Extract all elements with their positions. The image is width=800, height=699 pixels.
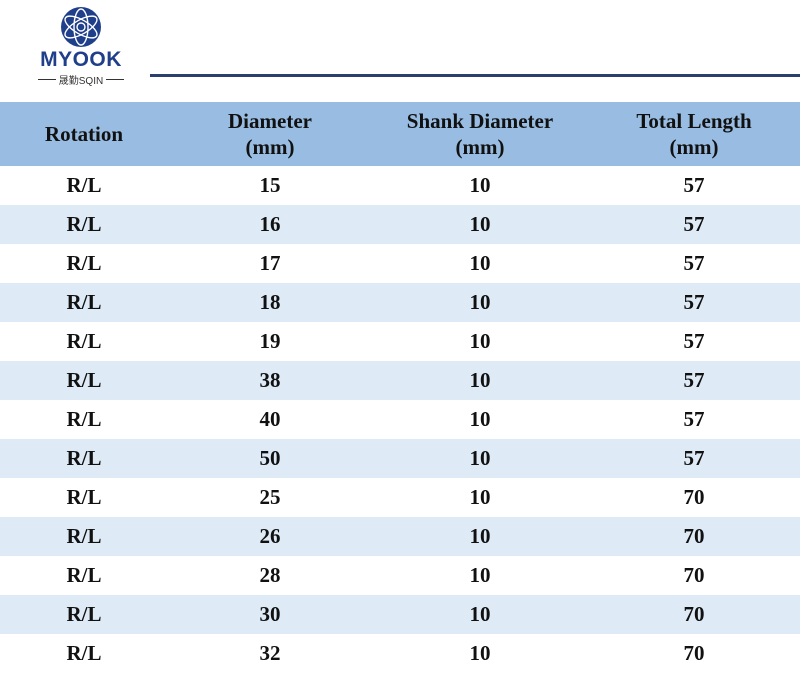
- table-row: R/L 18 10 57: [0, 283, 800, 322]
- header-divider: [150, 74, 800, 77]
- cell-shank-diameter: 10: [372, 478, 588, 517]
- cell-diameter: 32: [168, 634, 372, 673]
- table-row: R/L 50 10 57: [0, 439, 800, 478]
- cell-total-length: 57: [588, 244, 800, 283]
- cell-total-length: 70: [588, 595, 800, 634]
- brand-name: MYOOK: [40, 48, 122, 71]
- cell-diameter: 19: [168, 322, 372, 361]
- cell-rotation: R/L: [0, 166, 168, 205]
- cell-shank-diameter: 10: [372, 517, 588, 556]
- table-row: R/L 15 10 57: [0, 166, 800, 205]
- table-row: R/L 40 10 57: [0, 400, 800, 439]
- cell-shank-diameter: 10: [372, 244, 588, 283]
- cell-shank-diameter: 10: [372, 556, 588, 595]
- table-row: R/L 26 10 70: [0, 517, 800, 556]
- table-body: R/L 15 10 57 R/L 16 10 57 R/L 17 10 57 R/L 18 10 57 R/L 1…: [0, 166, 800, 673]
- brand-subtitle-row: 晟勤SQIN: [28, 72, 134, 87]
- cell-rotation: R/L: [0, 556, 168, 595]
- cell-shank-diameter: 10: [372, 283, 588, 322]
- table-header-row: Rotation Diameter (mm) Shank Diameter (mm) To…: [0, 102, 800, 166]
- subtitle-rule-right: [106, 79, 125, 80]
- cell-total-length: 57: [588, 322, 800, 361]
- table-row: R/L 17 10 57: [0, 244, 800, 283]
- cell-diameter: 30: [168, 595, 372, 634]
- cell-total-length: 57: [588, 166, 800, 205]
- cell-rotation: R/L: [0, 283, 168, 322]
- cell-total-length: 57: [588, 439, 800, 478]
- cell-rotation: R/L: [0, 595, 168, 634]
- header-line-text: (mm): [245, 135, 295, 159]
- spec-table: Rotation Diameter (mm) Shank Diameter (mm) To…: [0, 102, 800, 673]
- brand-logo: MYOOK 晟勤SQIN: [28, 6, 134, 87]
- table-row: R/L 16 10 57: [0, 205, 800, 244]
- header-diameter: Diameter (mm): [168, 102, 372, 166]
- cell-rotation: R/L: [0, 244, 168, 283]
- cell-diameter: 25: [168, 478, 372, 517]
- header-line-text: Shank Diameter: [406, 109, 554, 133]
- cell-rotation: R/L: [0, 634, 168, 673]
- cell-diameter: 40: [168, 400, 372, 439]
- cell-rotation: R/L: [0, 478, 168, 517]
- cell-diameter: 18: [168, 283, 372, 322]
- cell-total-length: 57: [588, 205, 800, 244]
- cell-shank-diameter: 10: [372, 439, 588, 478]
- cell-shank-diameter: 10: [372, 400, 588, 439]
- cell-shank-diameter: 10: [372, 361, 588, 400]
- cell-rotation: R/L: [0, 205, 168, 244]
- table-row: R/L 25 10 70: [0, 478, 800, 517]
- header-line-text: Rotation: [44, 122, 124, 146]
- cell-rotation: R/L: [0, 439, 168, 478]
- globe-logo-icon: [61, 7, 101, 47]
- cell-rotation: R/L: [0, 361, 168, 400]
- cell-total-length: 57: [588, 400, 800, 439]
- cell-diameter: 17: [168, 244, 372, 283]
- table-row: R/L 30 10 70: [0, 595, 800, 634]
- header-line-text: Total Length: [636, 109, 752, 133]
- subtitle-rule-left: [37, 79, 56, 80]
- cell-rotation: R/L: [0, 517, 168, 556]
- table-row: R/L 28 10 70: [0, 556, 800, 595]
- cell-shank-diameter: 10: [372, 595, 588, 634]
- table-row: R/L 19 10 57: [0, 322, 800, 361]
- header-shank-diameter: Shank Diameter (mm): [372, 102, 588, 166]
- header-line-text: (mm): [455, 135, 505, 159]
- cell-diameter: 15: [168, 166, 372, 205]
- cell-diameter: 50: [168, 439, 372, 478]
- brand-subtitle: 晟勤SQIN: [58, 76, 104, 87]
- header-line-text: Diameter: [228, 109, 312, 133]
- cell-diameter: 26: [168, 517, 372, 556]
- cell-total-length: 70: [588, 517, 800, 556]
- header-total-length: Total Length (mm): [588, 102, 800, 166]
- cell-total-length: 70: [588, 634, 800, 673]
- cell-total-length: 70: [588, 556, 800, 595]
- cell-diameter: 28: [168, 556, 372, 595]
- cell-total-length: 57: [588, 361, 800, 400]
- cell-rotation: R/L: [0, 400, 168, 439]
- header-line-text: (mm): [669, 135, 719, 159]
- cell-shank-diameter: 10: [372, 205, 588, 244]
- page-header: MYOOK 晟勤SQIN: [0, 0, 800, 102]
- cell-total-length: 70: [588, 478, 800, 517]
- cell-rotation: R/L: [0, 322, 168, 361]
- cell-total-length: 57: [588, 283, 800, 322]
- cell-diameter: 38: [168, 361, 372, 400]
- table-row: R/L 32 10 70: [0, 634, 800, 673]
- cell-shank-diameter: 10: [372, 322, 588, 361]
- header-rotation: Rotation: [0, 102, 168, 166]
- cell-diameter: 16: [168, 205, 372, 244]
- cell-shank-diameter: 10: [372, 166, 588, 205]
- table-row: R/L 38 10 57: [0, 361, 800, 400]
- cell-shank-diameter: 10: [372, 634, 588, 673]
